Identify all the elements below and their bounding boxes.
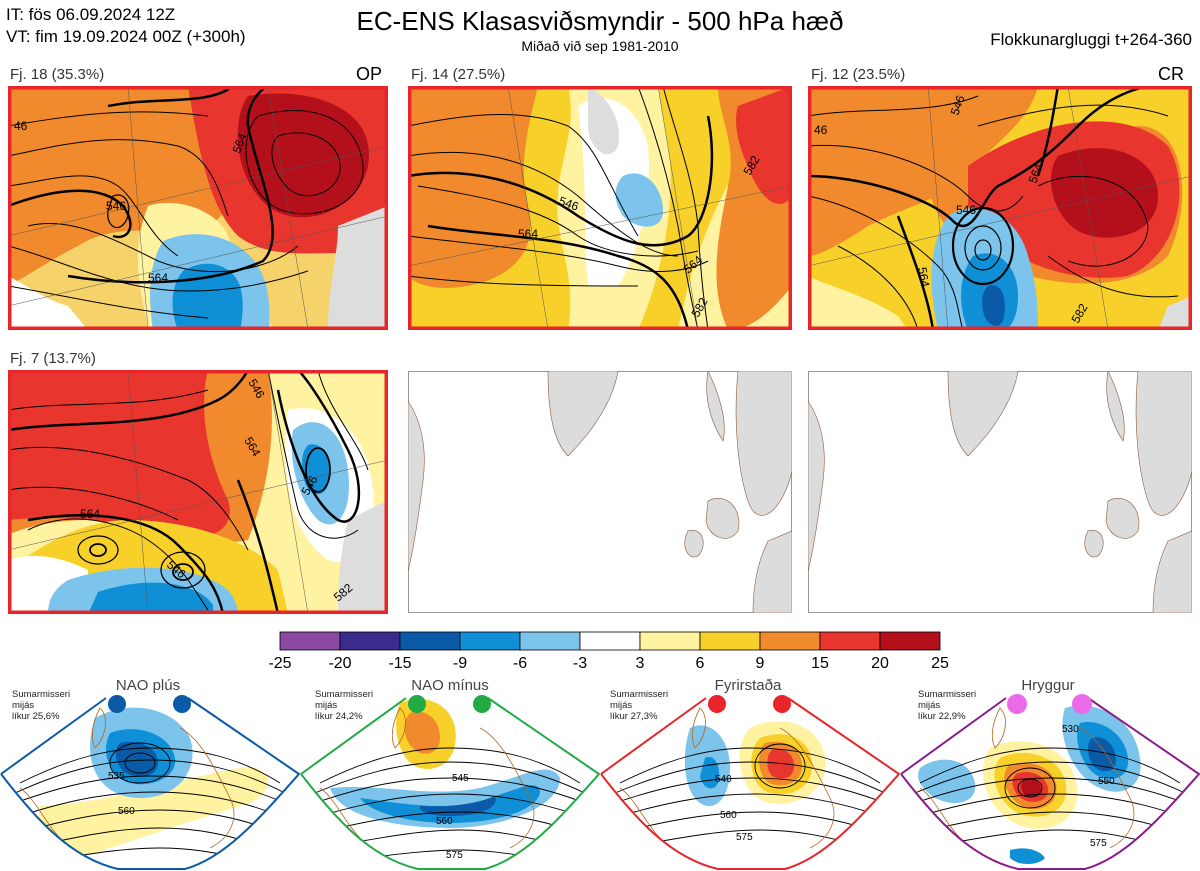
cluster-map-3: 46 546 564 546 564 582 xyxy=(808,86,1192,330)
page-title: EC-ENS Klasasviðsmyndir - 500 hPa hæð xyxy=(356,6,844,36)
colorbar-swatch xyxy=(279,631,341,651)
panel-3-tag: CR xyxy=(1158,64,1184,84)
panel-2-label: Fj. 14 (27.5%) xyxy=(411,66,506,83)
cluster-map-2: 546 564 564 582 582 xyxy=(408,86,792,330)
colorbar-tick-label: -6 xyxy=(512,655,528,672)
colorbar-swatch xyxy=(759,631,821,651)
contour-label: 535 xyxy=(108,771,125,782)
regime-3-note: Sumarmisseri mijás líkur 27,3% xyxy=(610,689,669,722)
panel-1-label: Fj. 18 (35.3%) xyxy=(10,66,105,83)
contour-label: 564 xyxy=(230,131,250,155)
regime-3-title: Fyrirstaða xyxy=(714,677,782,694)
cluster-map-4: 564 546 564 546 546 582 xyxy=(8,370,388,614)
regime-map-blocking: 540 560 575 xyxy=(600,695,900,870)
contour-label: 545 xyxy=(452,773,469,784)
contour-label: 564 xyxy=(915,266,932,288)
empty-map-6 xyxy=(808,371,1192,613)
regime-2-title: NAO mínus xyxy=(411,677,489,694)
colorbar-tick-label: 3 xyxy=(635,655,645,672)
cluster-map-1: 46 546 564 564 xyxy=(8,86,388,330)
colorbar-tick-label: -20 xyxy=(328,655,352,672)
contour-label: 530 xyxy=(1062,724,1079,735)
colorbar-tick-label: 20 xyxy=(871,655,889,672)
contour-label: 546 xyxy=(106,199,126,213)
initial-time: IT: fös 06.09.2024 12Z xyxy=(6,5,176,24)
contour-label: 575 xyxy=(1090,838,1107,849)
panel-4-label: Fj. 7 (13.7%) xyxy=(10,350,96,367)
colorbar-tick-label: -9 xyxy=(452,655,468,672)
colorbar-swatch xyxy=(339,631,401,651)
contour-label: 560 xyxy=(436,816,453,827)
valid-time: VT: fim 19.09.2024 00Z (+300h) xyxy=(6,27,246,46)
contour-label: 560 xyxy=(720,810,737,821)
contour-label: 550 xyxy=(1098,776,1115,787)
contour-label: 540 xyxy=(715,774,732,785)
colorbar-tick-label: 9 xyxy=(755,655,765,672)
contour-label: 575 xyxy=(446,850,463,861)
colorbar-swatch xyxy=(399,631,461,651)
contour-label: 564 xyxy=(1026,161,1046,185)
regime-map-ridge: 530 550 575 xyxy=(900,694,1200,870)
contour-label: 46 xyxy=(814,123,828,137)
colorbar-tick-label: 15 xyxy=(811,655,829,672)
contour-label: 46 xyxy=(14,119,28,133)
regime-1-note: Sumarmisseri mijás líkur 25,6% xyxy=(12,689,71,722)
colorbar-swatch xyxy=(519,631,581,651)
header-times: IT: fös 06.09.2024 12Z VT: fim 19.09.202… xyxy=(6,4,246,48)
contour-label: 546 xyxy=(948,93,968,117)
panel-3-label: Fj. 12 (23.5%) xyxy=(811,66,906,83)
empty-map-5 xyxy=(408,371,792,613)
regime-1-title: NAO plús xyxy=(115,677,181,694)
colorbar-swatch xyxy=(819,631,881,651)
page-subtitle: Miðað við sep 1981-2010 xyxy=(521,38,679,54)
colorbar-swatch xyxy=(699,631,761,651)
colorbar-swatch xyxy=(459,631,521,651)
contour-label: 575 xyxy=(736,832,753,843)
colorbar-tick-label: 6 xyxy=(695,655,705,672)
contour-label: 560 xyxy=(118,806,135,817)
panel-1-tag: OP xyxy=(356,64,383,84)
contour-label: 546 xyxy=(956,203,976,217)
regime-2-note: Sumarmisseri mijás líkur 24,2% xyxy=(315,689,374,722)
colorbar-tick-label: -3 xyxy=(572,655,588,672)
colorbar-swatch xyxy=(879,631,941,651)
regime-4-title: Hryggur xyxy=(1021,677,1075,694)
colorbar xyxy=(279,631,941,651)
colorbar-tick-label: -25 xyxy=(268,655,292,672)
colorbar-swatch xyxy=(639,631,701,651)
regime-map-nao-plus: 535 560 xyxy=(0,695,300,870)
colorbar-tick-label: 25 xyxy=(931,655,949,672)
regime-map-nao-minus: 545 560 575 xyxy=(300,695,600,870)
regime-4-note: Sumarmisseri mijás líkur 22,9% xyxy=(918,689,977,722)
classification-window: Flokkunargluggi t+264-360 xyxy=(990,30,1192,49)
colorbar-tick-label: -15 xyxy=(388,655,412,672)
contour-label: 564 xyxy=(148,271,168,285)
colorbar-swatch xyxy=(579,631,641,651)
contour-label: 546 xyxy=(557,194,581,214)
contour-label: 564 xyxy=(80,507,100,521)
contour-label: 564 xyxy=(518,227,538,241)
